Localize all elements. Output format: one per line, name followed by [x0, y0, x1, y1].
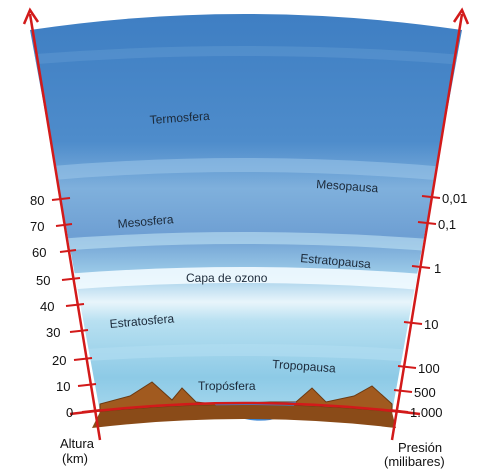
pressure-axis — [390, 7, 470, 441]
altitude-tick-0: 0 — [66, 405, 73, 420]
pressure-tick-10: 10 — [424, 317, 438, 332]
earth-crust — [92, 405, 396, 428]
altitude-tick-30: 30 — [46, 325, 60, 340]
pressure-tick-0-1: 0,1 — [438, 217, 456, 232]
altitude-axis-unit: (km) — [62, 451, 88, 466]
pressure-tick-labels: 0,01 0,1 1 10 100 500 1.000 — [410, 191, 467, 420]
pressure-axis-unit: (milibares) — [384, 454, 445, 469]
label-mesosfera: Mesosfera — [117, 212, 174, 231]
altitude-tick-40: 40 — [40, 299, 54, 314]
label-troposfera: Tropósfera — [198, 379, 256, 393]
altitude-tick-60: 60 — [32, 245, 46, 260]
altitude-tick-10: 10 — [56, 379, 70, 394]
pressure-tick-1: 1 — [434, 261, 441, 276]
pressure-arrow-icon — [452, 7, 470, 25]
pressure-ticks — [389, 195, 441, 413]
altitude-arrow-icon — [22, 7, 40, 25]
label-capa-ozono: Capa de ozono — [186, 271, 268, 285]
pressure-axis-title: Presión — [398, 440, 442, 455]
label-tropopausa: Tropopausa — [272, 357, 337, 375]
pressure-tick-500: 500 — [414, 385, 436, 400]
altitude-ticks — [51, 197, 101, 413]
label-mesopausa: Mesopausa — [316, 177, 379, 195]
label-estratopausa: Estratopausa — [300, 251, 372, 271]
surface-line — [69, 401, 421, 416]
altitude-axis-title: Altura — [60, 436, 95, 451]
altitude-tick-50: 50 — [36, 273, 50, 288]
label-estratosfera: Estratosfera — [109, 311, 175, 331]
altitude-tick-80: 80 — [30, 193, 44, 208]
pressure-tick-1000: 1.000 — [410, 405, 443, 420]
altitude-tick-20: 20 — [52, 353, 66, 368]
altitude-tick-70: 70 — [30, 219, 44, 234]
altitude-tick-labels: 80 70 60 50 40 30 20 10 0 — [30, 193, 73, 420]
pressure-tick-0-01: 0,01 — [442, 191, 467, 206]
pressure-tick-100: 100 — [418, 361, 440, 376]
label-termosfera: Termosfera — [149, 109, 210, 127]
altitude-axis — [22, 7, 102, 441]
